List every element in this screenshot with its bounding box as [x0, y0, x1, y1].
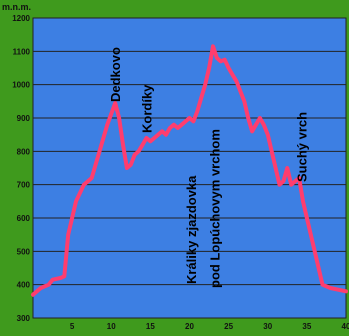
annotation-label: Dedkovo: [108, 47, 123, 102]
elevation-series: [31, 44, 348, 297]
y-tick-label: 1200: [12, 14, 30, 23]
annotation-label: Králiky zjazdovka: [184, 175, 199, 284]
y-tick-label: 400: [17, 281, 31, 290]
y-unit-label: m.n.m.: [2, 2, 32, 12]
annotation-label: pod Lopúchovym vrchom: [208, 129, 223, 288]
x-tick-label: 15: [146, 322, 155, 331]
annotations: Dedkovo Kordíky Králiky zjazdovka pod Lopúc…: [108, 47, 309, 288]
plot-background: [32, 17, 347, 319]
x-axis: 5 10 15 20 25 30 35 40: [70, 322, 349, 331]
y-tick-label: 900: [17, 114, 31, 123]
annotation-label: Kordíky: [140, 84, 155, 133]
annotation-label: Suchý vrch: [294, 112, 309, 182]
x-tick-label: 40: [342, 322, 349, 331]
y-tick-label: 1000: [12, 81, 30, 90]
y-tick-label: 1100: [13, 47, 31, 56]
x-tick-label: 25: [224, 322, 233, 331]
y-tick-label: 300: [17, 314, 31, 323]
x-tick-label: 10: [107, 322, 116, 331]
y-tick-label: 800: [17, 147, 31, 156]
y-tick-label: 700: [17, 181, 31, 190]
x-tick-label: 5: [70, 322, 75, 331]
y-tick-label: 600: [17, 214, 31, 223]
plot-area: [32, 17, 347, 319]
x-tick-label: 20: [185, 322, 194, 331]
elevation-line: [31, 44, 348, 297]
y-axis: 300 400 500 600 700 800 900 1000 1100 1200: [12, 14, 30, 323]
x-tick-label: 30: [263, 322, 272, 331]
x-tick-label: 35: [302, 322, 311, 331]
y-tick-label: 500: [17, 247, 31, 256]
